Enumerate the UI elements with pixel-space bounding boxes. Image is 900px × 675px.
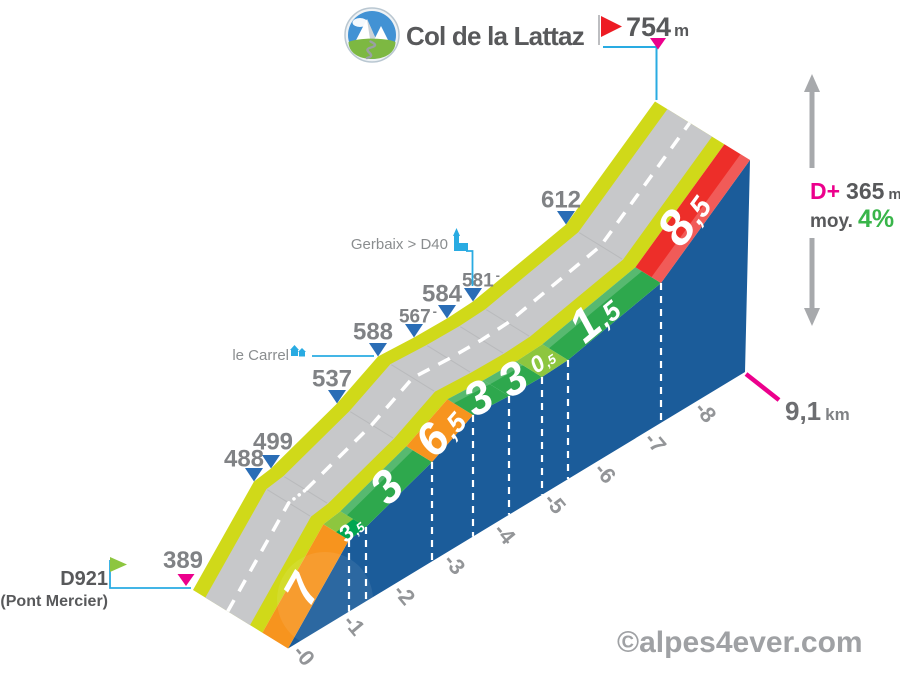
summit-callout: 754 m — [598, 12, 689, 100]
summit-start-marker-triangle — [177, 574, 195, 586]
marker-triangle-icon — [438, 305, 456, 319]
elevation-marker-label: 567- — [399, 304, 437, 328]
dplus-label: D+ — [810, 178, 840, 204]
gradient-segment — [340, 446, 432, 527]
elevation-gain-stat: D+ 365 m — [810, 178, 900, 204]
start-place-label: (Pont Mercier) — [0, 593, 108, 610]
gradient-segment — [483, 361, 523, 385]
elevation-marker-label: 499 — [253, 429, 293, 456]
summit-elevation-unit: m — [674, 21, 689, 40]
start-road-label: D921 — [60, 568, 108, 590]
hillside-face — [288, 160, 750, 649]
dplus-unit: m — [888, 186, 900, 203]
distance-callout: 9,1 km — [744, 372, 850, 426]
distance-leader-line — [744, 372, 781, 402]
red-flag-icon — [601, 16, 622, 37]
gradient-segment — [447, 380, 490, 404]
summit-elevation: 754 — [626, 12, 671, 42]
distance-value: 9,1 — [785, 396, 821, 426]
arrow-up-icon — [804, 74, 820, 92]
marker-triangle-icon — [245, 468, 263, 482]
marker-triangle-icon — [369, 343, 387, 357]
elevation-marker-label: 488 — [224, 446, 264, 473]
marker-triangle-icon — [328, 390, 346, 404]
road-seam — [391, 364, 435, 392]
marker-triangle-icon — [405, 324, 423, 338]
avg-value: 4% — [858, 205, 894, 233]
gradient-segment — [542, 267, 642, 349]
waypoint-gerbaix: Gerbaix > D40 — [351, 228, 474, 286]
summit-leader-line — [603, 46, 658, 100]
gradient-segment — [340, 446, 413, 516]
climb-stats: D+ 365 m moy. 4% — [804, 74, 900, 326]
church-icon — [453, 228, 468, 251]
elevation-marker-label: 588 — [353, 319, 393, 346]
gradient-segment — [406, 399, 473, 462]
elevation-marker-label: 584 — [422, 281, 463, 308]
distance-unit: km — [825, 405, 850, 424]
road-centerline — [226, 502, 291, 613]
green-flag-icon — [110, 557, 127, 572]
waypoint-leader-line — [466, 250, 474, 286]
ghost-circle — [277, 552, 373, 648]
magenta-triangle-icon — [650, 38, 666, 50]
mountain-logo-icon — [344, 7, 400, 63]
arrow-down-icon — [804, 308, 820, 326]
avg-gradient-stat: moy. 4% — [810, 205, 894, 233]
elevation-marker-label: 389 — [163, 547, 203, 574]
marker-triangle-icon — [262, 455, 280, 469]
header: Col de la Lattaz — [344, 7, 585, 63]
gradient-segment — [447, 380, 509, 415]
road-centerline — [304, 121, 692, 492]
waypoint-le-carrel: le Carrel — [232, 345, 374, 364]
gradient-segment — [483, 361, 542, 396]
gradient-segment — [651, 154, 750, 283]
distance-stat: 9,1 km — [785, 396, 850, 426]
road-seam — [579, 232, 623, 260]
gradient-segment — [262, 524, 349, 649]
dplus-value: 365 — [846, 178, 885, 204]
gradient-segment — [635, 144, 750, 283]
elevation-marker-label: 537 — [312, 366, 352, 393]
gradient-segment — [516, 344, 568, 377]
watermark: ©alpes4ever.com — [617, 626, 863, 659]
elevation-marker-label: 581- — [462, 268, 500, 292]
page-title: Col de la Lattaz — [406, 21, 585, 51]
gradient-segment — [542, 267, 661, 360]
houses-icon — [290, 345, 306, 357]
waypoint-label: Gerbaix > D40 — [351, 236, 448, 253]
elevation-marker-label: 612 — [541, 187, 581, 214]
marker-triangle-icon — [464, 288, 482, 302]
marker-triangle-icon — [557, 211, 575, 225]
gradient-segment — [336, 519, 366, 540]
waypoint-label: le Carrel — [232, 347, 289, 364]
road-surface — [205, 109, 713, 626]
start-callout: D921 (Pont Mercier) — [0, 557, 191, 610]
avg-label: moy. — [810, 211, 853, 232]
